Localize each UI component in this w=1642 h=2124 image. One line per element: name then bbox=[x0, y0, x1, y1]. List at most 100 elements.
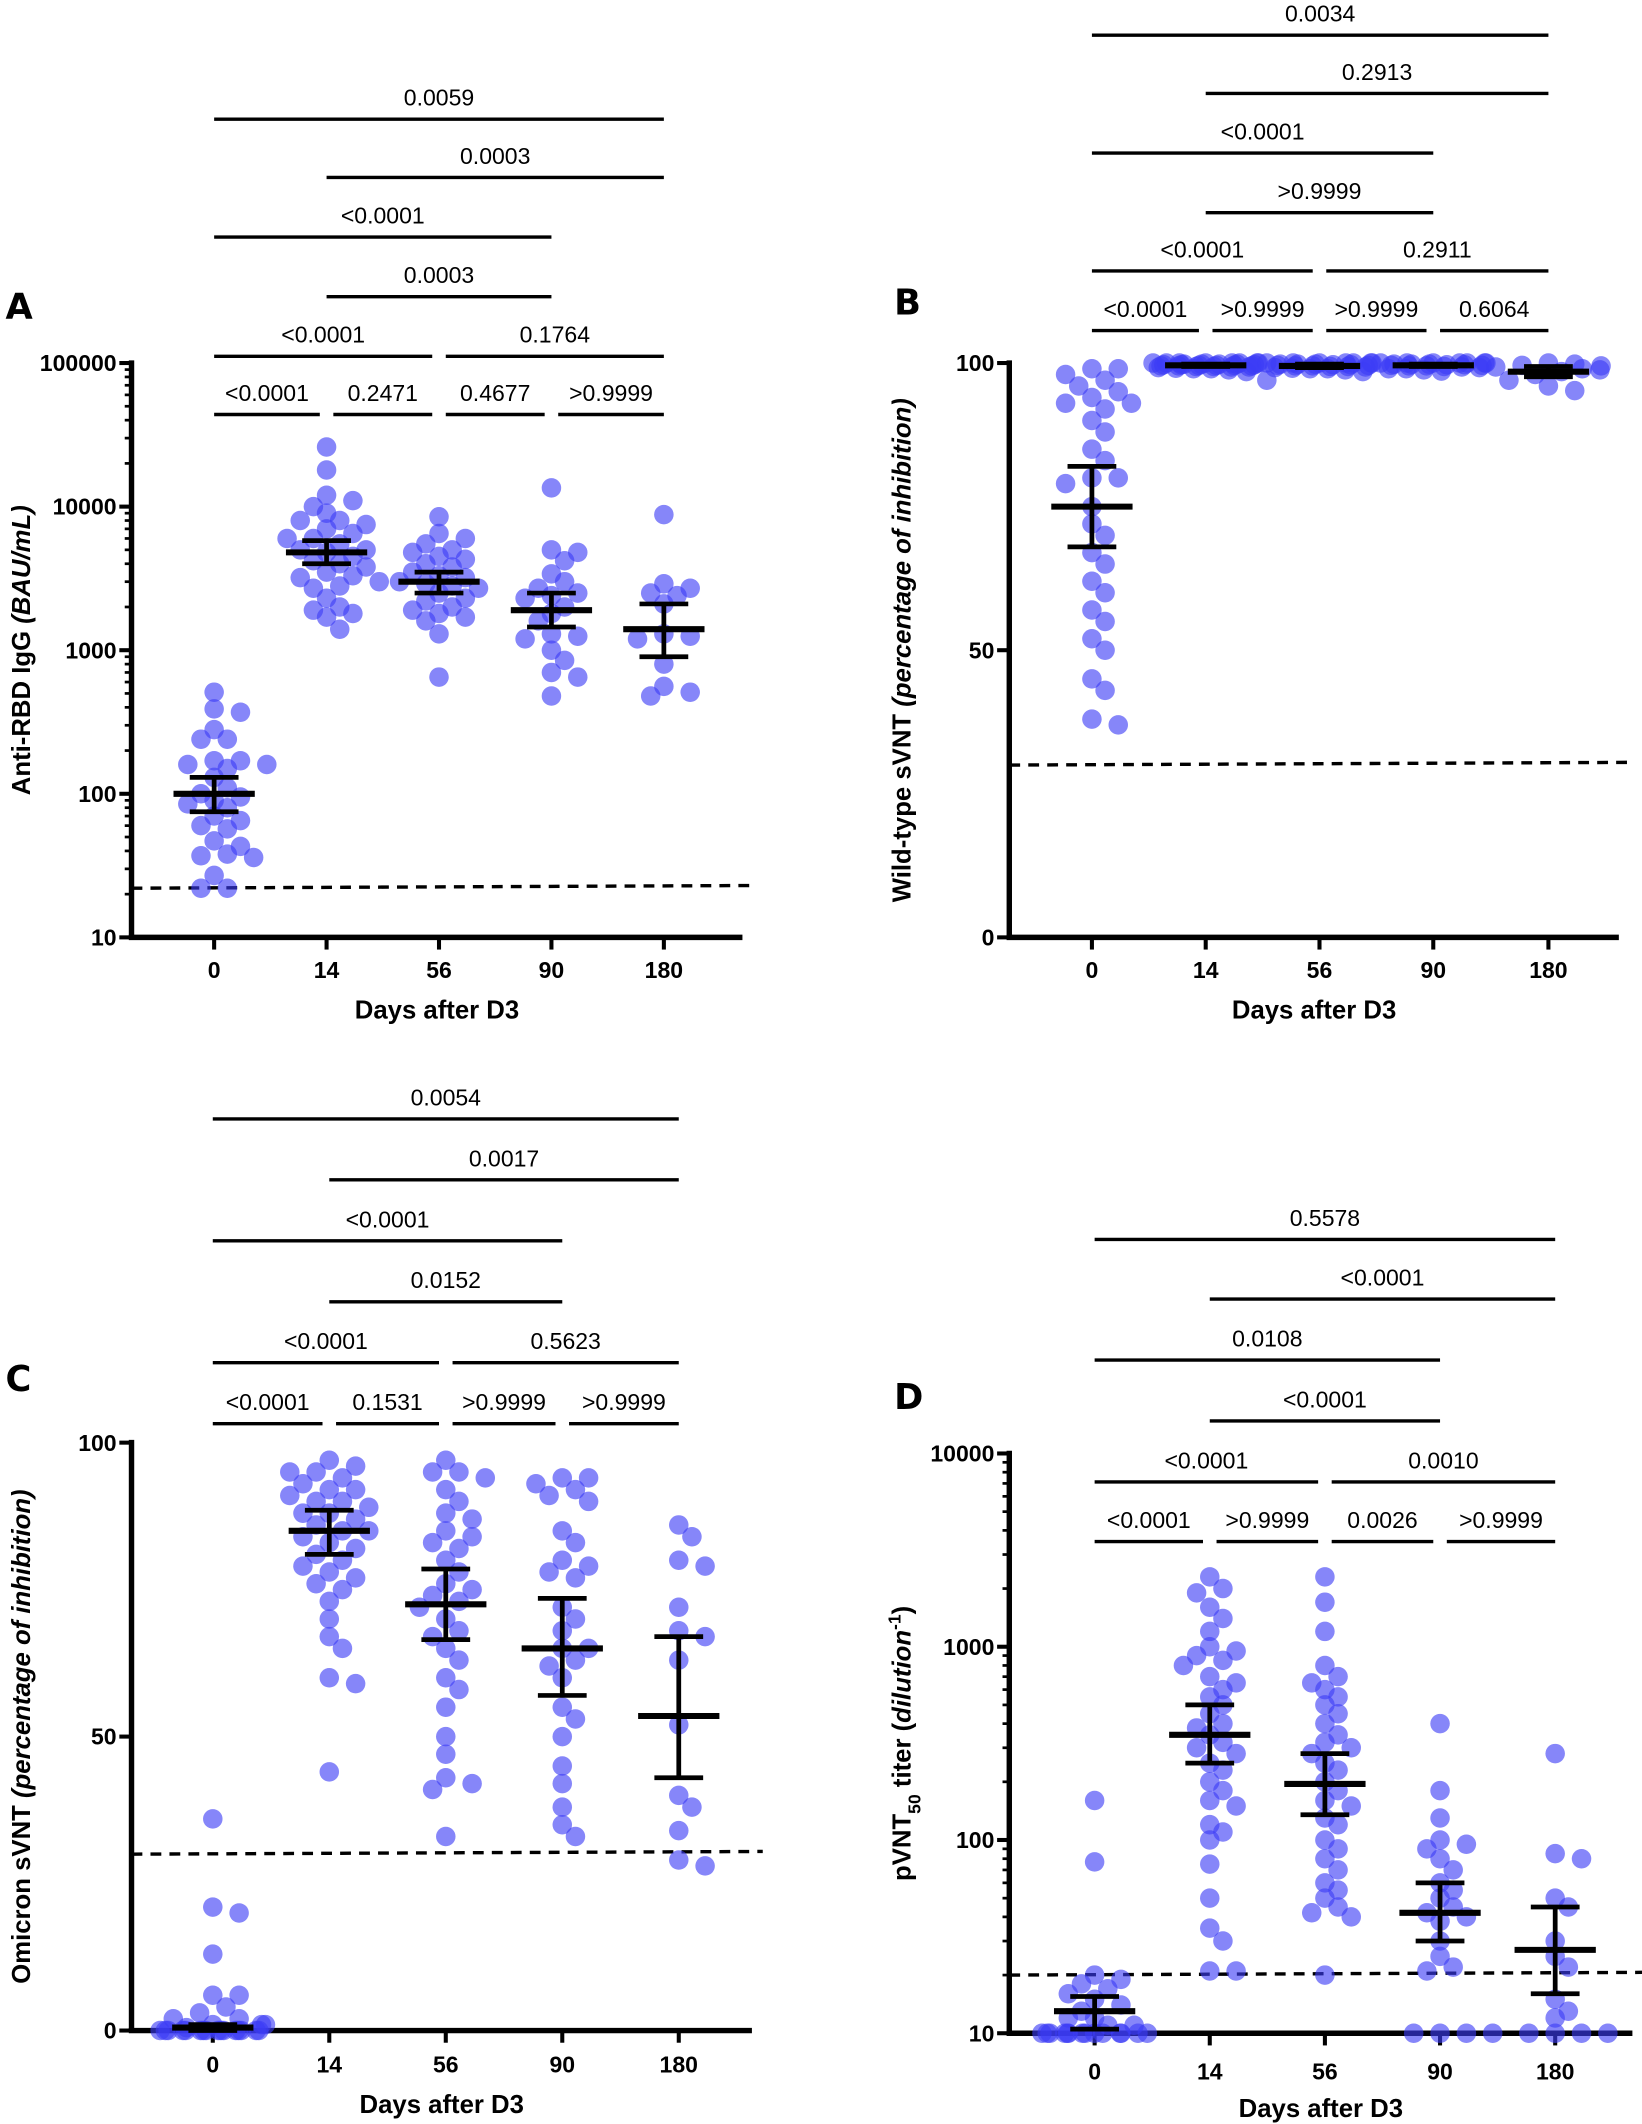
data-point bbox=[290, 510, 310, 531]
p-value-label: <0.0001 bbox=[1221, 119, 1305, 145]
y-tick-label: 100 bbox=[78, 781, 116, 807]
data-point bbox=[1200, 1567, 1220, 1587]
p-value-label: 0.6064 bbox=[1459, 296, 1530, 322]
data-point bbox=[422, 1779, 443, 1800]
data-point bbox=[1082, 387, 1102, 408]
y-tick-label: 1000 bbox=[65, 637, 116, 663]
p-value-label: 0.0003 bbox=[460, 143, 530, 169]
data-point bbox=[1403, 2023, 1424, 2043]
data-point bbox=[332, 1638, 353, 1659]
data-point bbox=[429, 523, 449, 544]
data-point bbox=[669, 1785, 689, 1806]
data-point bbox=[319, 1479, 340, 1500]
data-point bbox=[1328, 1814, 1348, 1835]
data-point bbox=[680, 682, 700, 702]
panel-letter: C bbox=[6, 1359, 32, 1400]
data-point bbox=[1315, 1965, 1335, 1985]
p-value-label: 0.0108 bbox=[1232, 1325, 1302, 1351]
data-point bbox=[1095, 554, 1115, 574]
data-point bbox=[1108, 381, 1129, 402]
data-point bbox=[1186, 1583, 1207, 1603]
data-point bbox=[1315, 1848, 1335, 1869]
data-point bbox=[191, 729, 211, 749]
data-point bbox=[1200, 1666, 1220, 1687]
data-point bbox=[1443, 1957, 1463, 1977]
p-value-label: 0.0059 bbox=[404, 85, 474, 111]
p-value-label: <0.0001 bbox=[341, 203, 425, 229]
data-point bbox=[455, 607, 476, 627]
data-point bbox=[1082, 600, 1102, 620]
data-point bbox=[216, 1997, 236, 2017]
data-point bbox=[1545, 2023, 1565, 2043]
data-point bbox=[515, 629, 535, 649]
data-point bbox=[568, 583, 588, 603]
data-point bbox=[1315, 1713, 1335, 1734]
p-value-label: 0.2911 bbox=[1403, 236, 1472, 262]
data-point bbox=[1499, 370, 1519, 391]
data-point bbox=[436, 1826, 456, 1847]
data-point bbox=[1200, 1621, 1220, 1642]
data-point bbox=[1456, 1834, 1477, 1855]
y-axis-title-part: Omicron sVNT bbox=[8, 1798, 36, 1984]
x-axis-title: Days after D3 bbox=[1232, 997, 1396, 1025]
data-point bbox=[1545, 1743, 1565, 1764]
p-value-label: >0.9999 bbox=[462, 1389, 546, 1415]
x-tick-label: 56 bbox=[426, 957, 452, 983]
panel-letter: D bbox=[894, 1377, 923, 1418]
data-point bbox=[229, 1903, 249, 1923]
data-point bbox=[554, 550, 575, 571]
data-point bbox=[1095, 583, 1115, 603]
data-point bbox=[436, 1668, 456, 1688]
y-axis-title: pVNT50 titer (dilution-1) bbox=[884, 1606, 924, 1881]
data-point bbox=[1315, 1732, 1335, 1753]
data-point bbox=[682, 1526, 702, 1547]
data-point bbox=[1098, 1978, 1118, 1999]
data-point bbox=[277, 528, 297, 549]
data-point bbox=[695, 1626, 715, 1647]
p-value-label: <0.0001 bbox=[1164, 1447, 1248, 1473]
data-point bbox=[316, 460, 337, 480]
y-tick-label: 0 bbox=[982, 925, 995, 951]
data-point bbox=[217, 844, 238, 864]
data-point bbox=[449, 1679, 469, 1700]
data-point bbox=[1430, 1946, 1450, 1967]
data-point bbox=[669, 1597, 689, 1618]
data-point bbox=[204, 865, 224, 886]
x-tick-label: 14 bbox=[1193, 957, 1219, 983]
data-point bbox=[449, 1650, 469, 1670]
data-point bbox=[422, 1532, 443, 1553]
data-point bbox=[1095, 422, 1115, 442]
data-point bbox=[306, 1573, 326, 1594]
data-point bbox=[552, 1468, 573, 1488]
data-point bbox=[552, 1797, 573, 1817]
data-point bbox=[541, 662, 562, 683]
data-point bbox=[541, 640, 562, 660]
data-point bbox=[1186, 1738, 1207, 1758]
y-axis-title-part: (percentage of inhibition) bbox=[888, 398, 916, 707]
data-point bbox=[332, 1579, 353, 1600]
y-tick-label: 1000 bbox=[943, 1634, 994, 1660]
data-point bbox=[306, 1462, 326, 1482]
data-point bbox=[565, 1609, 586, 1629]
p-value-label: >0.9999 bbox=[1225, 1507, 1309, 1533]
data-point bbox=[319, 1450, 340, 1471]
detection-limit-line bbox=[1009, 760, 1630, 767]
data-point bbox=[1469, 357, 1490, 378]
data-point bbox=[565, 1709, 586, 1729]
data-point bbox=[1341, 1796, 1361, 1816]
y-tick-label: 50 bbox=[969, 637, 995, 663]
p-value-label: >0.9999 bbox=[1278, 178, 1362, 204]
data-point bbox=[191, 878, 211, 898]
p-value-label: <0.0001 bbox=[1107, 1507, 1191, 1533]
data-point bbox=[436, 1638, 456, 1659]
data-point bbox=[1301, 1903, 1322, 1923]
data-point bbox=[316, 607, 337, 627]
data-point bbox=[1084, 1852, 1105, 1872]
data-point bbox=[1121, 393, 1142, 413]
y-tick-label: 0 bbox=[104, 2018, 117, 2044]
data-point bbox=[654, 504, 674, 525]
data-point bbox=[1084, 1790, 1105, 1811]
p-value-label: <0.0001 bbox=[1283, 1386, 1367, 1412]
p-value-label: <0.0001 bbox=[225, 380, 309, 406]
